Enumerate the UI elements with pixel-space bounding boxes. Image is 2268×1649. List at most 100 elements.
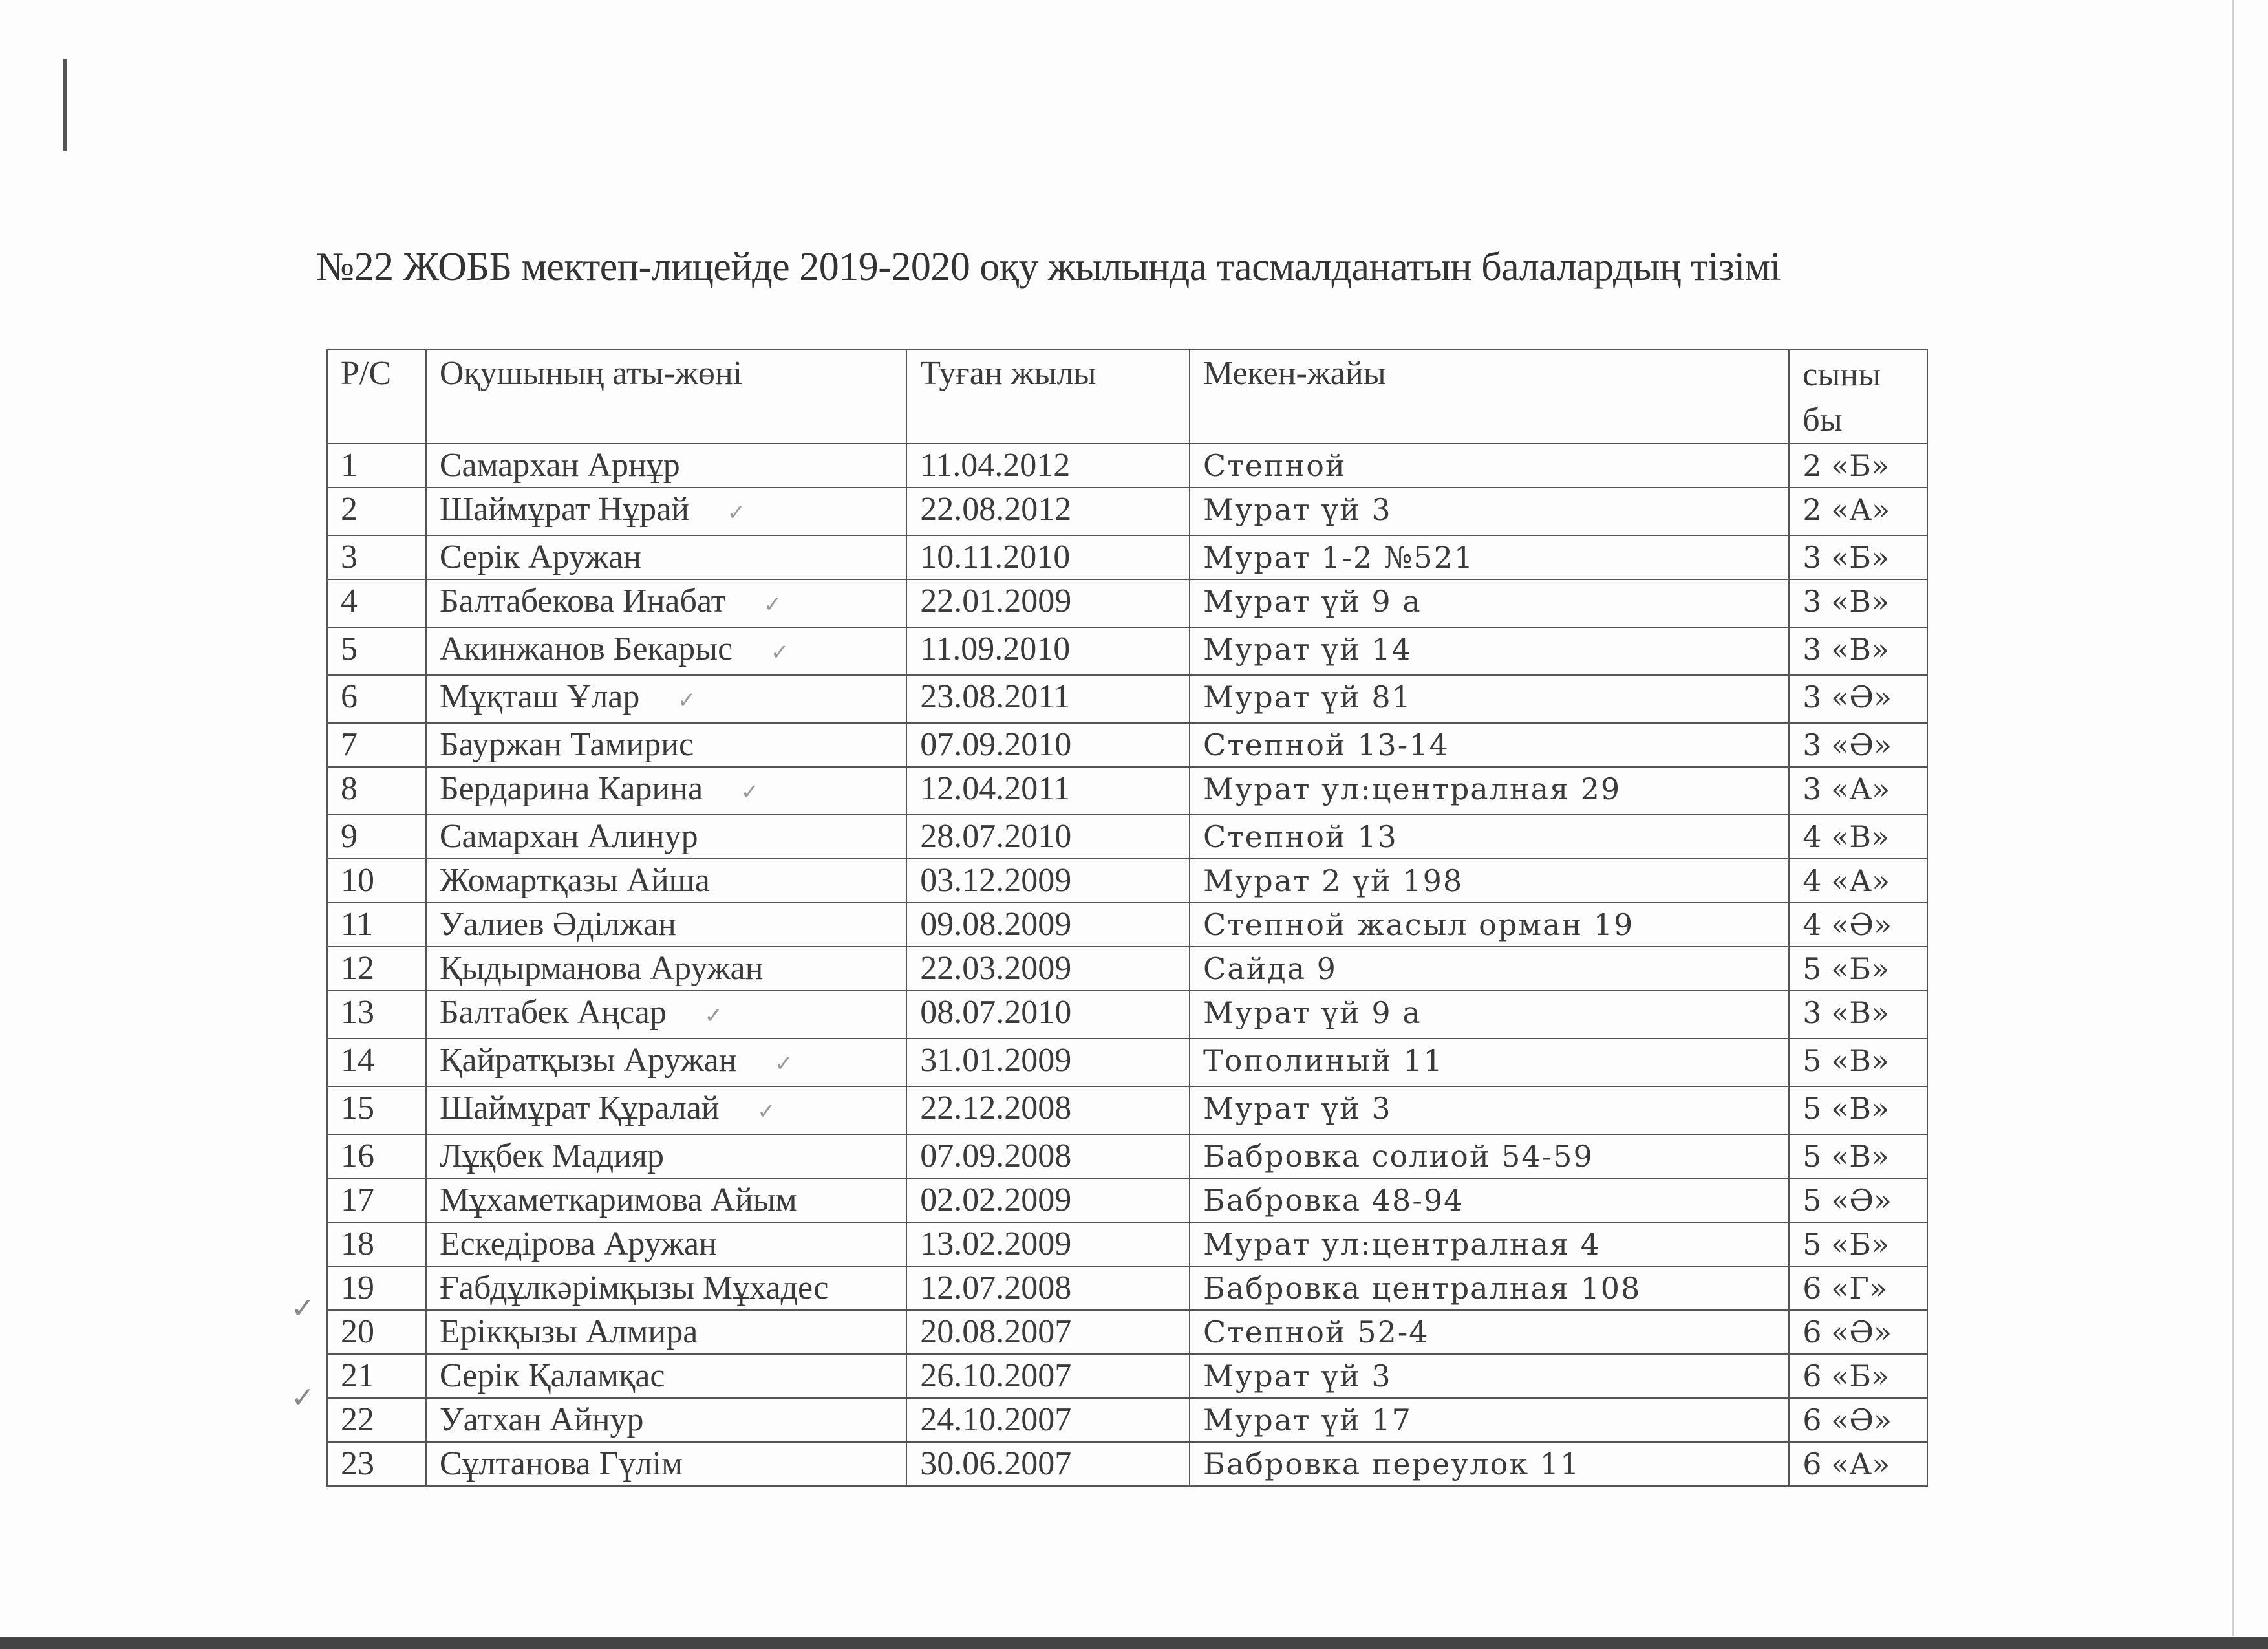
- cell-class: 6 «А»: [1788, 1441, 1928, 1487]
- cell-class: 3 «Ә»: [1788, 722, 1928, 768]
- cell-num: 1: [326, 443, 427, 488]
- cell-num: 13: [326, 990, 427, 1039]
- cell-num: 15: [326, 1086, 427, 1135]
- cell-name: Бауржан Тамирис: [425, 722, 908, 768]
- cell-birth-text: 07.09.2010: [920, 726, 1072, 763]
- cell-name-text: Уатхан Айнур: [439, 1401, 644, 1438]
- cell-birth-text: 12.07.2008: [920, 1269, 1072, 1306]
- table-row: 7 Бауржан Тамирис 07.09.2010 Степной 13-14 3…: [326, 722, 1928, 768]
- cell-birth: 26.10.2007: [906, 1353, 1191, 1399]
- cell-name: Акинжанов Бекарыс ✓: [425, 627, 908, 676]
- cell-birth: 07.09.2010: [906, 722, 1191, 768]
- cell-name-text: Самархан Арнұр: [439, 447, 680, 484]
- cell-birth: 22.03.2009: [906, 946, 1191, 991]
- cell-address: Мурат үй 81: [1189, 674, 1790, 724]
- cell-address-text: Мурат ул:централная 29: [1203, 771, 1621, 806]
- cell-name-text: Мұхаметкаримова Айым: [439, 1181, 797, 1218]
- table-row: 13 Балтабек Аңсар ✓ 08.07.2010 Мурат үй 9 а…: [326, 990, 1928, 1039]
- cell-class: 6 «Ә»: [1788, 1397, 1928, 1443]
- cell-address-text: Степной 13: [1203, 819, 1398, 854]
- cell-birth-text: 11.09.2010: [920, 630, 1071, 667]
- cell-class: 3 «А»: [1788, 766, 1928, 815]
- scan-edge-right: [2232, 0, 2234, 1636]
- cell-birth: 07.09.2008: [906, 1134, 1191, 1179]
- cell-num: 21: [326, 1353, 427, 1399]
- header-class: сыны бы: [1788, 349, 1928, 444]
- cell-name-text: Шаймұрат Құралай: [439, 1090, 720, 1126]
- cell-class: 6 «Г»: [1788, 1266, 1928, 1311]
- cell-name-text: Серік Қаламқас: [439, 1357, 665, 1394]
- cell-name: Бердарина Карина ✓: [425, 766, 908, 815]
- cell-address-text: Мурат ул:централная 4: [1203, 1227, 1601, 1262]
- cell-class: 6 «Б»: [1788, 1353, 1928, 1399]
- table-row: 12 Қыдырманова Аружан 22.03.2009 Сайда 9 5 «…: [326, 946, 1928, 991]
- scan-artifact-bar: [63, 59, 67, 151]
- cell-address: Мурат 2 үй 198: [1189, 858, 1790, 903]
- cell-birth: 22.01.2009: [906, 579, 1191, 628]
- cell-birth: 22.08.2012: [906, 487, 1191, 536]
- cell-name-text: Серік Аружан: [439, 539, 641, 576]
- cell-num: 7: [326, 722, 427, 768]
- cell-address-text: Сайда 9: [1203, 951, 1337, 986]
- cell-address-text: Мурат үй 9 а: [1203, 995, 1422, 1030]
- table-row: 10 Жомартқазы Айша 03.12.2009 Мурат 2 үй 19…: [326, 858, 1928, 903]
- table-row: 23 Сұлтанова Гүлім 30.06.2007 Бабровка пере…: [326, 1441, 1928, 1487]
- cell-num-text: 22: [341, 1401, 374, 1438]
- cell-birth: 22.12.2008: [906, 1086, 1191, 1135]
- cell-num: 14: [326, 1038, 427, 1087]
- cell-address: Мурат үй 17: [1189, 1397, 1790, 1443]
- cell-name: Самархан Арнұр: [425, 443, 908, 488]
- cell-address-text: Мурат үй 9 а: [1203, 584, 1422, 619]
- cell-class-text: 3 «Ә»: [1803, 680, 1892, 715]
- table-row: 6 Мұқташ Ұлар ✓ 23.08.2011 Мурат үй 81 3 «Ә»: [326, 674, 1928, 724]
- cell-name-text: Балтабекова Инабат: [439, 583, 726, 620]
- cell-name-text: Сұлтанова Гүлім: [439, 1445, 683, 1482]
- cell-birth: 09.08.2009: [906, 902, 1191, 947]
- cell-num: 3: [326, 535, 427, 580]
- cell-name: Сұлтанова Гүлім: [425, 1441, 908, 1487]
- table-header-row: Р/С Оқушының аты-жөні Туған жылы Мекен-ж…: [326, 349, 1928, 444]
- cell-address: Сайда 9: [1189, 946, 1790, 991]
- margin-check-mark-icon: ✓: [291, 1382, 315, 1414]
- cell-num-text: 8: [341, 770, 358, 807]
- cell-num: 10: [326, 858, 427, 903]
- cell-class-text: 3 «Ә»: [1803, 727, 1892, 762]
- cell-name: Уатхан Айнур: [425, 1397, 908, 1443]
- cell-num-text: 7: [341, 726, 358, 763]
- header-name: Оқушының аты-жөні: [425, 349, 908, 444]
- cell-name-text: Бауржан Тамирис: [439, 726, 694, 763]
- document-title: №22 ЖОББ мектеп-лицейде 2019-2020 оқу жы…: [316, 245, 1781, 289]
- cell-class-text: 3 «Б»: [1803, 540, 1890, 575]
- cell-name: Мұхаметкаримова Айым: [425, 1178, 908, 1223]
- header-birth: Туған жылы: [906, 349, 1191, 444]
- cell-class-text: 4 «А»: [1803, 863, 1890, 898]
- cell-name-text: Акинжанов Бекарыс: [439, 630, 733, 667]
- cell-num-text: 9: [341, 818, 358, 855]
- cell-name: Балтабек Аңсар ✓: [425, 990, 908, 1039]
- table-row: 11 Уалиев Әділжан 09.08.2009 Степной жасыл …: [326, 902, 1928, 947]
- cell-address: Степной: [1189, 443, 1790, 488]
- cell-num: 5: [326, 627, 427, 676]
- cell-address-text: Степной жасыл орман 19: [1203, 907, 1634, 942]
- cell-address-text: Мурат 1-2 №521: [1203, 540, 1475, 575]
- cell-birth-text: 24.10.2007: [920, 1401, 1072, 1438]
- cell-num-text: 21: [341, 1357, 374, 1394]
- cell-address: Степной 13-14: [1189, 722, 1790, 768]
- table-row: 15 Шаймұрат Құралай ✓ 22.12.2008 Мурат үй 3…: [326, 1086, 1928, 1135]
- cell-birth-text: 22.08.2012: [920, 491, 1072, 528]
- cell-name-text: Ерікқызы Алмира: [439, 1313, 698, 1350]
- cell-num-text: 1: [341, 447, 358, 484]
- cell-num-text: 13: [341, 994, 374, 1031]
- cell-class: 5 «В»: [1788, 1086, 1928, 1135]
- cell-address-text: Тополиный 11: [1203, 1043, 1444, 1078]
- cell-birth-text: 12.04.2011: [920, 770, 1071, 807]
- cell-num-text: 12: [341, 950, 374, 987]
- header-class-line1: сыны: [1803, 356, 1881, 393]
- cell-name-text: Балтабек Аңсар: [439, 994, 667, 1031]
- cell-num: 22: [326, 1397, 427, 1443]
- cell-class-text: 3 «А»: [1803, 771, 1890, 806]
- cell-address: Бабровка солиой 54-59: [1189, 1134, 1790, 1179]
- cell-class-text: 6 «Б»: [1803, 1359, 1890, 1394]
- check-mark-icon: ✓: [698, 1004, 723, 1028]
- cell-name: Лұқбек Мадияр: [425, 1134, 908, 1179]
